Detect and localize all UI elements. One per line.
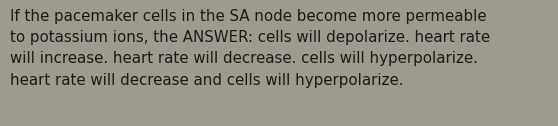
Text: If the pacemaker cells in the SA node become more permeable
to potassium ions, t: If the pacemaker cells in the SA node be…: [10, 9, 490, 88]
